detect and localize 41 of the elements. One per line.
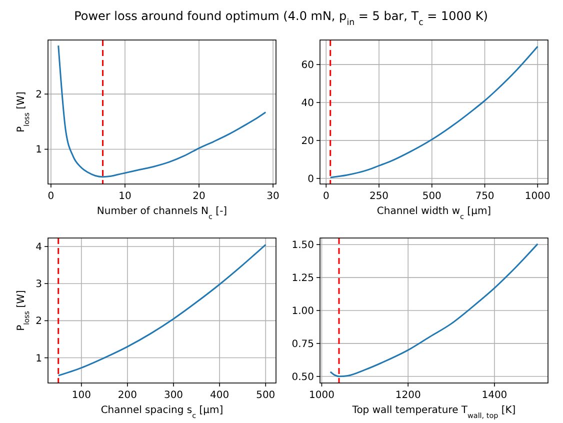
x-tick-label: 20	[192, 191, 206, 202]
x-tick-label: 1200	[395, 390, 421, 401]
y-tick-label: 0	[308, 174, 314, 185]
x-tick-label: 500	[256, 390, 276, 401]
y-tick-label: 0.50	[292, 372, 314, 383]
x-axis-title: Top wall temperature T$_{wall, top}$ [K]	[351, 405, 516, 420]
x-tick-label: 300	[164, 390, 184, 401]
x-tick-label: 500	[422, 191, 442, 202]
line-series	[330, 243, 538, 378]
y-tick-label: 1	[36, 353, 42, 364]
y-tick-label: 1.00	[292, 306, 314, 317]
y-tick-label: 4	[36, 242, 42, 254]
x-axis-title: Channel spacing s$_{c}$ [μm]	[100, 405, 224, 420]
x-axis-title: Channel width w$_{c}$ [μm]	[376, 206, 492, 220]
y-tick-label: 2	[36, 316, 42, 328]
line-series	[330, 46, 538, 178]
x-tick-label: 250	[369, 191, 389, 202]
x-tick-label: 400	[210, 390, 230, 401]
x-tick-label: 1000	[524, 191, 550, 202]
x-tick-label: 1400	[482, 390, 508, 401]
x-tick-label: 200	[118, 390, 137, 401]
x-tick-label: 0	[322, 191, 330, 202]
y-tick-label: 3	[36, 279, 42, 290]
y-tick-label: 1.25	[292, 273, 314, 284]
x-tick-label: 0	[48, 191, 54, 202]
y-tick-label: 20	[301, 136, 314, 147]
line-series	[58, 244, 266, 376]
y-tick-label: 0.75	[292, 338, 314, 350]
x-tick-label: 10	[118, 191, 132, 202]
chart-title: Power loss around found optimum (4.0 mN, p$_{in}$ = 5 bar, T$_{c}$ = 1000 K)	[74, 9, 488, 28]
y-tick-label: 40	[301, 98, 314, 110]
line-series	[58, 44, 266, 178]
x-tick-label: 100	[72, 390, 91, 401]
y-tick-label: 1.50	[292, 240, 314, 252]
x-axis-title: Number of channels N$_{c}$ [-]	[96, 206, 228, 220]
y-tick-label: 60	[301, 60, 314, 72]
x-tick-label: 1000	[309, 390, 334, 401]
y-tick-label: 1	[36, 144, 42, 156]
x-tick-label: 750	[475, 191, 494, 202]
y-tick-label: 2	[36, 90, 42, 101]
x-tick-label: 30	[266, 191, 280, 202]
